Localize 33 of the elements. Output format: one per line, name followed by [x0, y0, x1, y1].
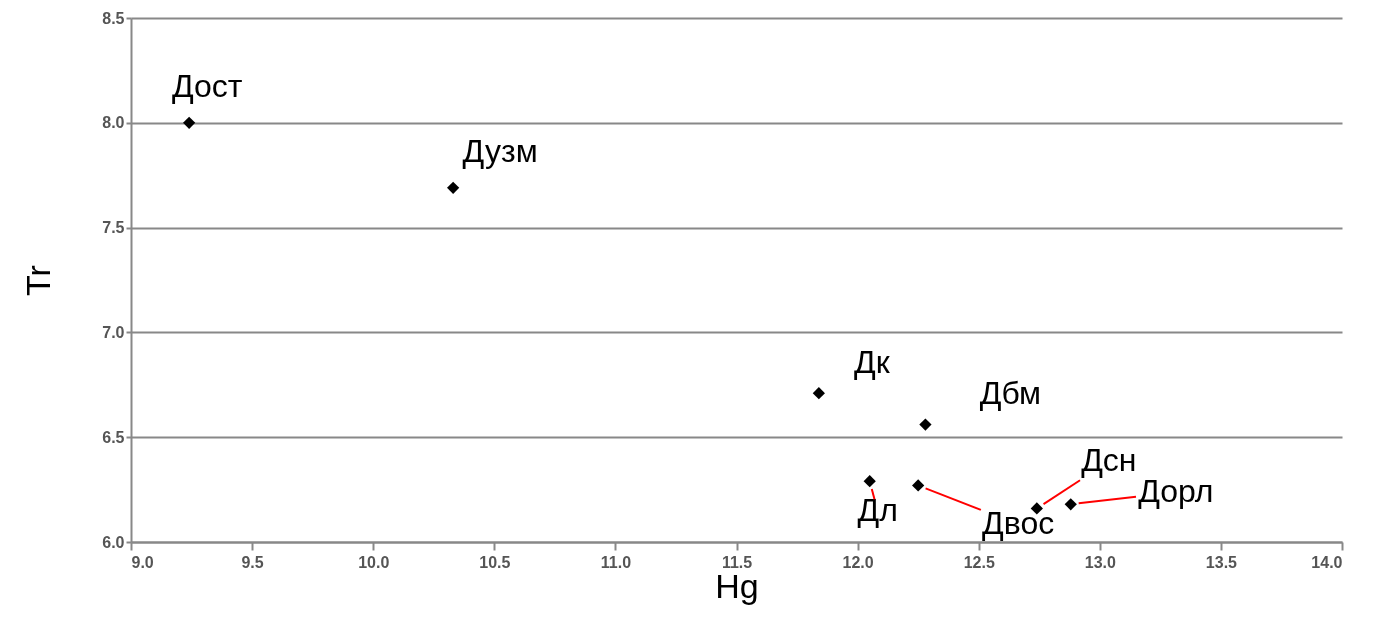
- annotation: Дк: [854, 344, 891, 381]
- y-tick-label: 6.0: [102, 533, 125, 551]
- point: [183, 116, 196, 129]
- x-tick-label: 12.0: [842, 553, 874, 571]
- x-tick-label: 10.0: [358, 553, 390, 571]
- annotation: Дсн: [1081, 442, 1137, 479]
- x-tick-label: 11.0: [600, 553, 632, 571]
- annotation: Двос: [982, 505, 1055, 542]
- y-tick-label: 7.0: [102, 323, 125, 341]
- point: [1064, 498, 1077, 511]
- annotation: Дл: [857, 492, 898, 529]
- y-tick-label: 8.5: [102, 9, 125, 27]
- point: [447, 181, 460, 194]
- y-tick-label: 8.0: [102, 114, 125, 132]
- point: [919, 418, 932, 431]
- x-tick-label: 9.5: [241, 553, 264, 571]
- x-tick-label: 13.0: [1084, 553, 1116, 571]
- x-tick-label: 9.0: [131, 553, 154, 571]
- y-tick-label: 6.5: [102, 428, 125, 446]
- annotation: Дорл: [1138, 473, 1214, 510]
- point: [863, 475, 876, 488]
- x-tick-label: 14.0: [1311, 553, 1343, 571]
- x-tick-label: 11.5: [721, 553, 753, 571]
- point: [812, 387, 825, 400]
- y-tick-label: 7.5: [102, 219, 125, 237]
- annotation: Дузм: [462, 132, 538, 169]
- x-tick-label: 10.5: [479, 553, 511, 571]
- x-tick-label: 13.5: [1205, 553, 1238, 571]
- point: [912, 479, 925, 492]
- annotation: Дост: [171, 67, 243, 104]
- x-tick-label: 12.5: [963, 553, 995, 571]
- annotation: Дбм: [979, 374, 1042, 411]
- y-axis-title: Tr: [19, 265, 58, 296]
